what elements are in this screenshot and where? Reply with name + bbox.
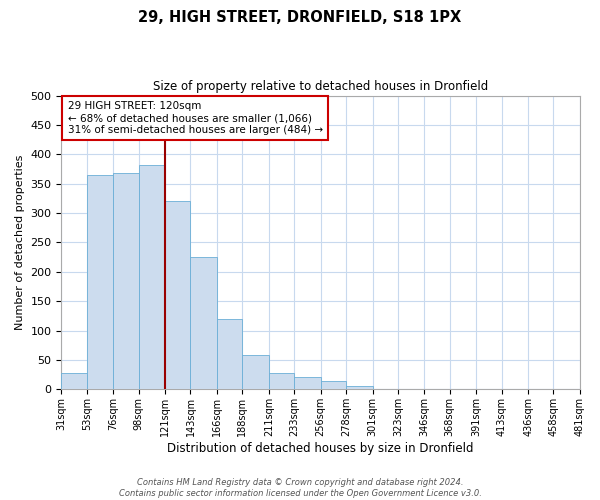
Bar xyxy=(190,257,217,390)
Text: 29, HIGH STREET, DRONFIELD, S18 1PX: 29, HIGH STREET, DRONFIELD, S18 1PX xyxy=(139,10,461,25)
Bar xyxy=(580,388,600,390)
Bar xyxy=(346,386,373,390)
Bar xyxy=(242,356,269,390)
Y-axis label: Number of detached properties: Number of detached properties xyxy=(15,155,25,330)
Text: Contains HM Land Registry data © Crown copyright and database right 2024.
Contai: Contains HM Land Registry data © Crown c… xyxy=(119,478,481,498)
Title: Size of property relative to detached houses in Dronfield: Size of property relative to detached ho… xyxy=(153,80,488,93)
Bar xyxy=(294,376,321,390)
Bar xyxy=(321,380,346,390)
X-axis label: Distribution of detached houses by size in Dronfield: Distribution of detached houses by size … xyxy=(167,442,474,455)
Bar xyxy=(269,373,294,390)
Bar xyxy=(139,165,165,390)
Bar xyxy=(113,173,139,390)
Text: 29 HIGH STREET: 120sqm
← 68% of detached houses are smaller (1,066)
31% of semi-: 29 HIGH STREET: 120sqm ← 68% of detached… xyxy=(68,102,323,134)
Bar xyxy=(165,202,190,390)
Bar xyxy=(61,373,87,390)
Bar xyxy=(87,175,113,390)
Bar xyxy=(217,319,242,390)
